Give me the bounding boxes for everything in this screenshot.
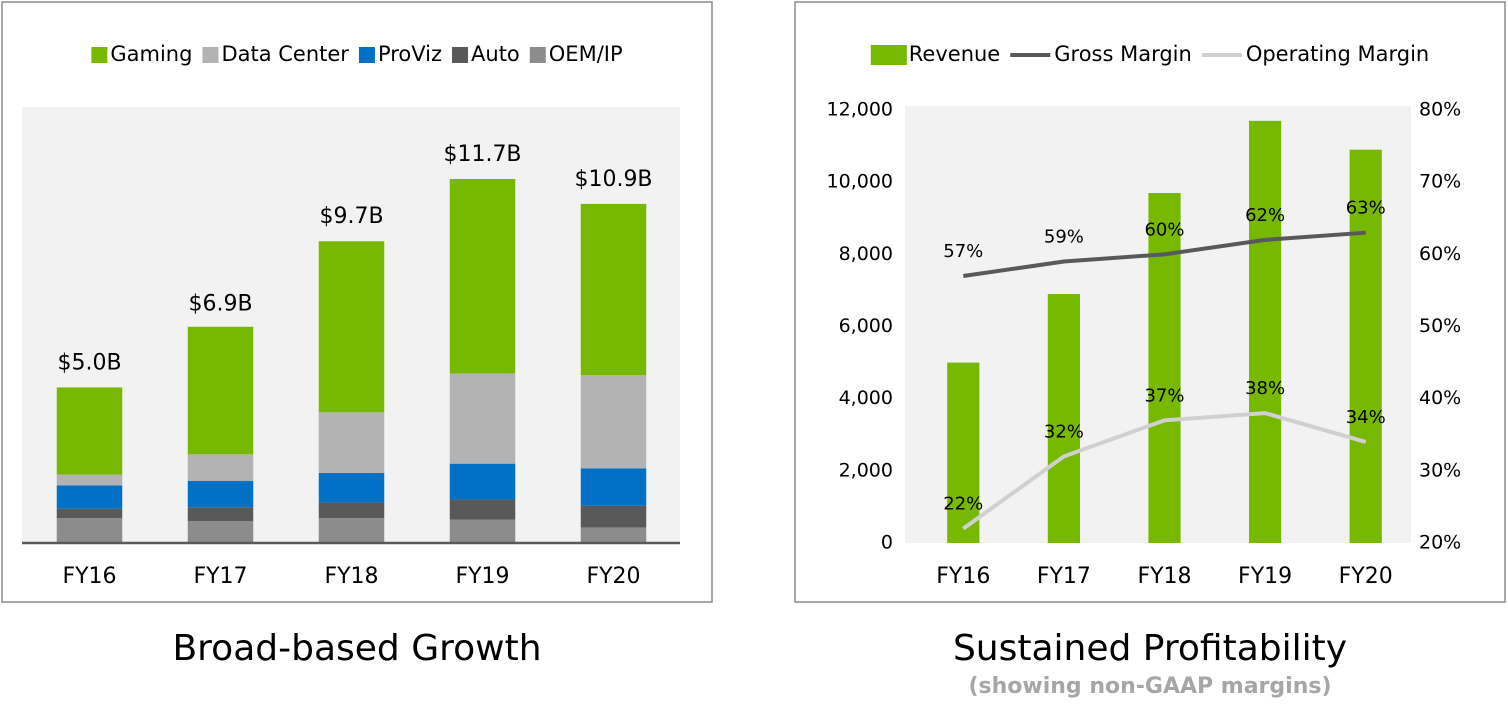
x-tick-label: FY20 [1339, 564, 1393, 589]
x-tick-label: FY16 [62, 564, 116, 589]
legend-label: Revenue [909, 42, 1000, 66]
y-tick-label: 2,000 [839, 459, 893, 481]
value-label: 60% [1144, 219, 1184, 240]
bar-segment [56, 387, 123, 475]
bar-segment [318, 473, 385, 503]
total-label: $5.0B [57, 350, 121, 375]
value-label: 38% [1245, 378, 1285, 399]
value-label: 22% [943, 494, 983, 515]
legend-label: Auto [471, 42, 520, 66]
bar [1349, 149, 1382, 544]
y2-tick-label: 50% [1419, 315, 1461, 337]
bar-segment [318, 502, 385, 519]
legend-swatch [529, 47, 546, 63]
bar-segment [449, 179, 516, 374]
y-tick-label: 6,000 [839, 315, 893, 337]
y2-tick-label: 40% [1419, 387, 1461, 409]
total-label: $9.7B [319, 204, 383, 229]
bar [1148, 192, 1181, 543]
total-label: $10.9B [574, 167, 652, 192]
legend-label: Gaming [110, 42, 192, 66]
legend: Gaming Data Center ProViz Auto OEM/IP [91, 42, 623, 66]
legend-swatch [202, 47, 219, 63]
x-tick-label: FY20 [586, 564, 640, 589]
legend-label: OEM/IP [549, 42, 623, 66]
bar-segment [580, 375, 647, 469]
x-tick-label: FY16 [936, 564, 990, 589]
bar-segment [318, 518, 385, 543]
bar-segment [187, 507, 254, 522]
bar-segment [449, 499, 516, 520]
line [963, 230, 1366, 278]
bar [1047, 294, 1080, 543]
bar-segment [580, 203, 647, 375]
bar-segment [580, 505, 647, 528]
x-tick-label: FY19 [1238, 564, 1292, 589]
total-label: $6.9B [188, 291, 252, 316]
legend-swatch [91, 47, 108, 63]
value-label: 57% [943, 241, 983, 262]
bar [1249, 120, 1282, 543]
bar-segment [318, 241, 385, 413]
value-label: 62% [1245, 205, 1285, 226]
y-tick-label: 8,000 [839, 243, 893, 265]
legend: Revenue Gross Margin Operating Margin [870, 42, 1429, 66]
line [962, 411, 1367, 531]
legend-swatch [358, 47, 375, 63]
legend-label: ProViz [378, 42, 442, 66]
value-label: 37% [1144, 385, 1184, 406]
value-label: 34% [1346, 407, 1386, 428]
bar-segment [187, 454, 254, 481]
bar-segment [449, 463, 516, 500]
bar-segment [56, 485, 123, 509]
y2-tick-label: 80% [1419, 99, 1461, 121]
legend-label: Operating Margin [1246, 42, 1429, 66]
y2-tick-label: 20% [1419, 532, 1461, 554]
x-tick-label: FY19 [455, 564, 509, 589]
bar-segment [318, 412, 385, 473]
bar-segment [449, 519, 516, 543]
y-tick-label: 0 [881, 532, 893, 554]
value-label: 32% [1044, 421, 1084, 442]
value-label: 63% [1346, 198, 1386, 219]
x-tick-label: FY18 [324, 564, 378, 589]
legend-swatch [452, 47, 469, 63]
chart-title: Sustained Profitability [953, 628, 1347, 669]
bar-segment [187, 326, 254, 455]
legend-label: Gross Margin [1054, 42, 1192, 66]
y-tick-label: 10,000 [827, 171, 893, 193]
bar-segment [580, 468, 647, 506]
value-label: 59% [1044, 227, 1084, 248]
bar [947, 362, 980, 543]
legend-swatch [870, 45, 907, 65]
bar-segment [187, 521, 254, 543]
x-tick-label: FY17 [193, 564, 247, 589]
y2-tick-label: 70% [1419, 171, 1461, 193]
y-tick-label: 4,000 [839, 387, 893, 409]
y2-tick-label: 60% [1419, 243, 1461, 265]
chart-subtitle: (showing non-GAAP margins) [968, 674, 1331, 699]
bar-segment [187, 480, 254, 508]
bar-segment [56, 474, 123, 486]
bar-segment [56, 518, 123, 543]
chart-title: Broad-based Growth [172, 628, 541, 669]
total-label: $11.7B [443, 142, 521, 167]
y2-tick-label: 30% [1419, 459, 1461, 481]
legend-label: Data Center [221, 42, 349, 66]
bar-segment [580, 527, 647, 543]
y-tick-label: 12,000 [827, 99, 893, 121]
bar-segment [56, 508, 123, 519]
bar-segment [449, 373, 516, 464]
x-tick-label: FY17 [1037, 564, 1091, 589]
x-tick-label: FY18 [1137, 564, 1191, 589]
